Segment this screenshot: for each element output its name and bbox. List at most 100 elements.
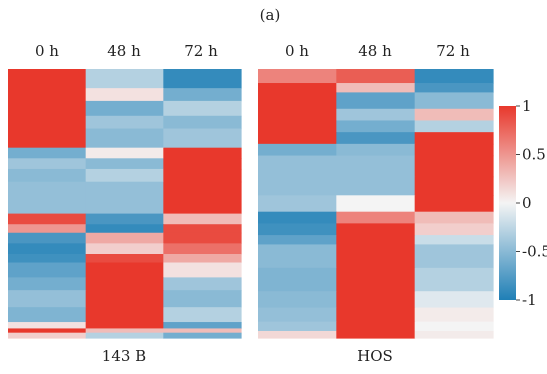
heatmap-cell xyxy=(414,83,494,93)
heatmap-cell xyxy=(336,330,416,339)
heatmap-cell xyxy=(414,330,494,339)
heatmap-cell xyxy=(336,120,416,133)
heatmap-cell xyxy=(414,291,494,309)
heatmap-cell xyxy=(336,143,416,157)
heatmap-cell xyxy=(163,277,242,291)
heatmap-cell xyxy=(8,168,87,183)
heatmap-cell xyxy=(258,291,337,309)
heatmap-cell xyxy=(8,181,87,215)
heatmap-cell xyxy=(85,262,164,278)
heatmap-title: 143 B xyxy=(102,347,146,365)
heatmap-cell xyxy=(336,69,416,84)
heatmap-cell xyxy=(85,243,164,255)
heatmap-cell xyxy=(336,321,416,332)
heatmap-cell xyxy=(8,147,87,159)
heatmap-cell xyxy=(258,307,337,323)
colorbar-tick-label: 1 xyxy=(522,97,532,115)
heatmap-cell xyxy=(85,168,164,183)
heatmap-cell xyxy=(8,307,87,323)
heatmap-hos: 0 h 48 h 72 h HOS xyxy=(258,42,494,365)
heatmap-cell xyxy=(258,223,337,236)
heatmap-cell xyxy=(163,100,242,117)
heatmap-cell xyxy=(414,223,494,236)
heatmap-cell xyxy=(414,211,494,224)
heatmap-cell xyxy=(85,322,164,330)
colorbar-tick-label: 0.5 xyxy=(522,146,546,164)
heatmap-cell xyxy=(163,181,242,215)
heatmap-cell xyxy=(336,176,416,196)
heatmap-143b: 0 h 48 h 72 h 143 B xyxy=(8,42,242,365)
heatmap-cell xyxy=(8,69,87,89)
colorbar-tick-label: -1 xyxy=(522,291,537,309)
heatmap-cell xyxy=(163,115,242,130)
colorbar-tick-label: 0 xyxy=(522,194,532,212)
heatmap-cell xyxy=(8,115,87,130)
heatmap-cell xyxy=(336,195,416,213)
heatmap-cell xyxy=(336,211,416,224)
heatmap-cell xyxy=(414,244,494,269)
heatmap-cell xyxy=(414,69,494,84)
heatmap-cell xyxy=(163,262,242,278)
heatmap-cell xyxy=(163,243,242,255)
heatmap-cell xyxy=(8,224,87,234)
colorbar-tick-label: -0.5 xyxy=(522,243,547,261)
panel-label: (a) xyxy=(260,6,281,24)
heatmap-cell xyxy=(85,277,164,291)
heatmap-cell xyxy=(258,330,337,339)
heatmap-cell xyxy=(414,176,494,196)
column-label: 48 h xyxy=(107,42,141,60)
heatmap-cell xyxy=(8,328,87,334)
heatmap-cell xyxy=(163,128,242,149)
heatmap-cell xyxy=(258,143,337,157)
heatmap-cell xyxy=(336,291,416,309)
heatmap-cell xyxy=(258,176,337,196)
heatmap-cell xyxy=(85,100,164,117)
heatmap-cell xyxy=(8,213,87,225)
heatmap-cell xyxy=(258,244,337,269)
heatmap-cell xyxy=(258,155,337,178)
colorbar-gradient xyxy=(499,106,516,300)
heatmap-cell xyxy=(163,224,242,234)
heatmap-cell xyxy=(163,322,242,330)
heatmap-cell xyxy=(258,108,337,122)
heatmap-cell xyxy=(85,69,164,89)
heatmap-cell xyxy=(85,232,164,244)
heatmap-cell xyxy=(336,155,416,178)
heatmap-cell xyxy=(163,290,242,308)
heatmap-cell xyxy=(85,147,164,159)
heatmap-cell xyxy=(258,69,337,84)
heatmap-cell xyxy=(85,181,164,215)
heatmap-cell xyxy=(163,332,242,339)
heatmap-cell xyxy=(8,322,87,330)
heatmap-cell xyxy=(336,244,416,269)
heatmap-cell xyxy=(336,108,416,122)
heatmap-cell xyxy=(336,267,416,292)
heatmap-cell xyxy=(8,262,87,278)
heatmap-cell xyxy=(163,168,242,183)
heatmap-cell xyxy=(163,254,242,264)
heatmap-title: HOS xyxy=(357,347,393,365)
heatmap-cell xyxy=(414,195,494,213)
heatmap-cells xyxy=(8,69,242,339)
heatmap-cell xyxy=(336,235,416,246)
heatmap-cell xyxy=(163,213,242,225)
heatmap-cell xyxy=(8,88,87,102)
heatmap-cell xyxy=(85,213,164,225)
heatmap-cell xyxy=(85,290,164,308)
heatmap-cell xyxy=(258,120,337,133)
heatmap-cell xyxy=(8,100,87,117)
heatmap-cell xyxy=(163,147,242,159)
heatmap-cell xyxy=(258,267,337,292)
column-label: 72 h xyxy=(436,42,470,60)
column-label: 0 h xyxy=(35,42,59,60)
heatmap-cell xyxy=(414,132,494,145)
heatmap-cell xyxy=(85,224,164,234)
heatmap-cell xyxy=(336,132,416,145)
heatmap-cell xyxy=(414,120,494,133)
heatmap-cell xyxy=(414,235,494,246)
heatmap-cell xyxy=(163,328,242,334)
heatmap-cell xyxy=(163,158,242,170)
heatmap-cell xyxy=(163,88,242,102)
heatmap-cell xyxy=(336,83,416,93)
colorbar: 1 0.5 0 -0.5 -1 xyxy=(499,97,547,309)
